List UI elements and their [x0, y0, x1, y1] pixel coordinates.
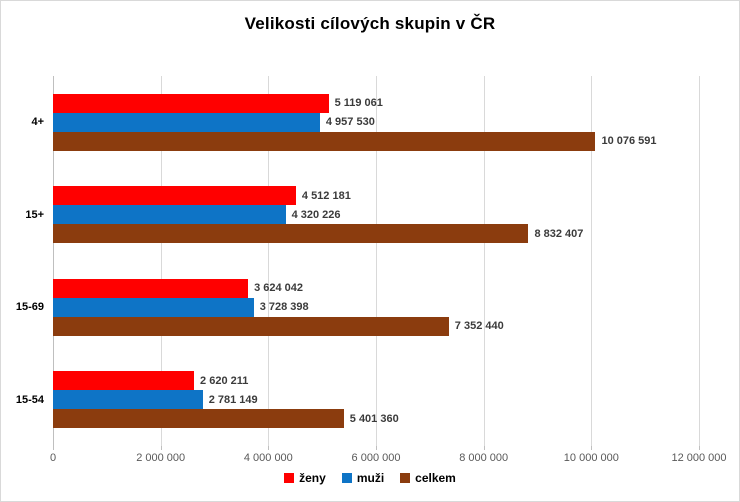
legend-item-ženy: ženy — [284, 471, 326, 485]
bar-ženy-15+ — [53, 186, 296, 206]
bar-celkem-15+ — [53, 224, 529, 244]
bar-muži-15-69 — [53, 297, 254, 317]
data-label: 5 119 061 — [334, 97, 383, 110]
bar-ženy-15-54 — [53, 371, 195, 391]
gridline — [268, 76, 270, 446]
y-axis-line — [53, 76, 54, 446]
legend-swatch-icon — [400, 473, 411, 483]
bar-celkem-4+ — [53, 131, 596, 151]
bar-row: 7 352 440 — [53, 316, 699, 336]
bar-row: 4 512 181 — [53, 186, 699, 206]
bar-celkem-15-54 — [53, 409, 344, 429]
bar-row: 2 781 149 — [53, 390, 699, 410]
bar-ženy-4+ — [53, 93, 329, 113]
bar-muži-15-54 — [53, 390, 203, 410]
x-tick-label: 8 000 000 — [459, 452, 509, 464]
bar-row: 3 624 042 — [53, 278, 699, 298]
bar-celkem-15-69 — [53, 316, 449, 336]
x-tick-mark — [591, 446, 593, 450]
bar-row: 10 076 591 — [53, 131, 699, 151]
x-tick-mark — [699, 446, 700, 450]
data-label: 8 832 407 — [534, 227, 584, 240]
bar-row: 4 957 530 — [53, 112, 699, 132]
bar-row: 4 320 226 — [53, 205, 699, 225]
data-label: 10 076 591 — [601, 135, 657, 148]
legend-item-muži: muži — [341, 471, 385, 485]
bar-groups: 4+ 5 119 061 4 957 530 10 076 591 15+ 4 512 1… — [16, 76, 699, 447]
x-tick-mark — [376, 446, 377, 450]
legend-item-celkem: celkem — [400, 471, 456, 485]
data-label: 2 620 211 — [200, 374, 249, 387]
gridline — [376, 76, 377, 446]
bar-group-4+: 4+ 5 119 061 4 957 530 10 076 591 — [31, 76, 699, 169]
x-tick-label: 2 000 000 — [136, 452, 186, 464]
legend-label: ženy — [299, 471, 326, 485]
bar-muži-15+ — [53, 205, 286, 225]
category-label: 4+ — [31, 116, 44, 129]
x-tick-mark — [268, 446, 270, 450]
x-tick-mark — [483, 446, 485, 450]
x-tick-mark — [160, 446, 162, 450]
bar-row: 8 832 407 — [53, 224, 699, 244]
bar-ženy-15-69 — [53, 278, 249, 298]
bar-row: 2 620 211 — [53, 371, 699, 391]
data-label: 5 401 360 — [349, 412, 399, 425]
bar-muži-4+ — [53, 112, 320, 132]
data-label: 4 320 226 — [291, 208, 341, 221]
gridline — [160, 76, 162, 446]
bar-row: 3 728 398 — [53, 297, 699, 317]
data-label: 4 957 530 — [325, 116, 375, 129]
gridline — [699, 76, 700, 446]
x-tick-label: 0 — [49, 452, 57, 464]
gridline — [483, 76, 485, 446]
data-label: 4 512 181 — [301, 189, 351, 202]
legend-swatch-icon — [284, 473, 295, 483]
legend-swatch-icon — [341, 473, 352, 483]
plot-area: 4+ 5 119 061 4 957 530 10 076 591 15+ 4 512 1… — [16, 76, 700, 450]
x-tick-label: 6 000 000 — [351, 452, 401, 464]
category-label: 15+ — [25, 208, 44, 221]
bar-row: 5 401 360 — [53, 409, 699, 429]
category-label: 15-69 — [15, 301, 44, 314]
x-tick-label: 12 000 000 — [671, 452, 727, 464]
legend: ženy muži celkem — [1, 471, 739, 485]
x-tick-mark — [53, 446, 54, 450]
bar-row: 5 119 061 — [53, 93, 699, 113]
x-tick-label: 10 000 000 — [563, 452, 619, 464]
bar-group-15+: 15+ 4 512 181 4 320 226 8 832 407 — [25, 169, 699, 262]
bar-group-15-54: 15-54 2 620 211 2 781 149 5 401 360 — [16, 354, 699, 447]
x-axis: 0 2 000 000 4 000 000 6 000 000 8 000 000 10 … — [49, 452, 727, 466]
data-label: 3 728 398 — [259, 301, 309, 314]
legend-label: celkem — [415, 471, 456, 485]
gridline — [591, 76, 593, 446]
data-label: 2 781 149 — [208, 393, 258, 406]
category-label: 15-54 — [15, 393, 44, 406]
data-label: 7 352 440 — [454, 320, 504, 333]
bar-group-15-69: 15-69 3 624 042 3 728 398 7 352 440 — [16, 261, 699, 354]
legend-label: muži — [356, 471, 385, 485]
x-tick-label: 4 000 000 — [243, 452, 293, 464]
chart-title: Velikosti cílových skupin v ČR — [244, 14, 496, 33]
data-label: 3 624 042 — [254, 282, 304, 295]
